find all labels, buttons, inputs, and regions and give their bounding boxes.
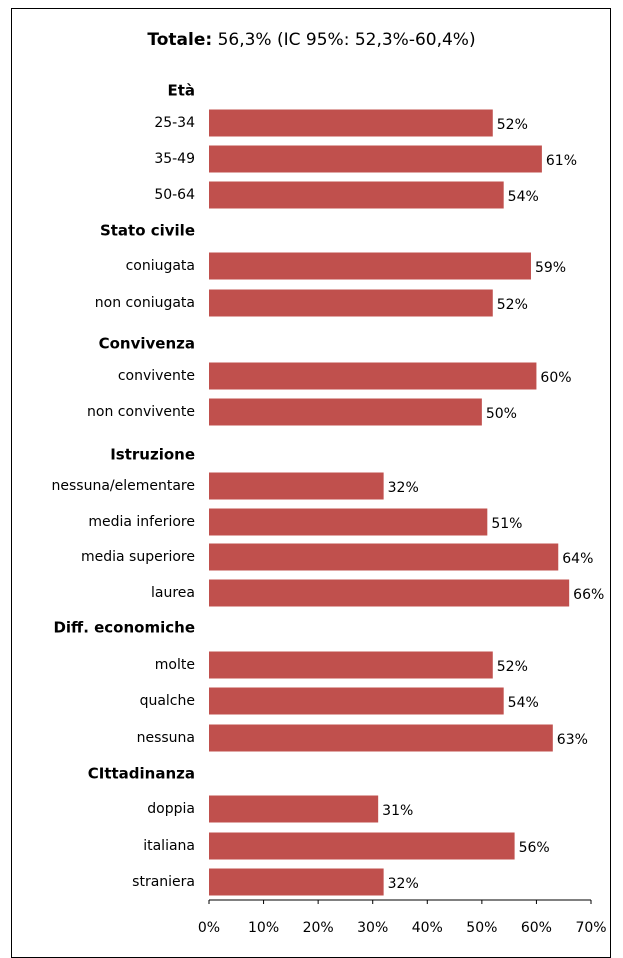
bar [209, 687, 504, 715]
category-label: non coniugata [95, 295, 195, 311]
data-label: 54% [508, 695, 539, 711]
data-label: 51% [491, 516, 522, 532]
data-label: 64% [562, 551, 593, 567]
data-label: 66% [573, 587, 604, 603]
category-label: nessuna [137, 730, 195, 746]
x-tick-label: 10% [248, 920, 279, 936]
data-label: 59% [535, 260, 566, 276]
x-tick-label: 20% [303, 920, 334, 936]
chart-title-rest: 56,3% (IC 95%: 52,3%-60,4%) [212, 30, 476, 50]
data-label: 54% [508, 189, 539, 205]
group-label: CIttadinanza [88, 765, 195, 783]
bar [209, 289, 493, 317]
category-label: convivente [118, 368, 195, 384]
bar [209, 472, 384, 500]
category-label: qualche [140, 693, 195, 709]
chart-title: Totale: 56,3% (IC 95%: 52,3%-60,4%) [0, 30, 623, 50]
group-label: Età [167, 82, 195, 100]
chart-title-bold: Totale: [147, 30, 213, 50]
bar [209, 398, 482, 426]
data-label: 50% [486, 406, 517, 422]
bar [209, 508, 488, 536]
category-label: italiana [143, 838, 195, 854]
category-label: nessuna/elementare [52, 478, 196, 494]
bar [209, 252, 531, 280]
x-tick-label: 30% [357, 920, 388, 936]
data-label: 52% [497, 659, 528, 675]
category-label: media inferiore [88, 514, 195, 530]
data-label: 52% [497, 297, 528, 313]
bar [209, 543, 559, 571]
data-label: 32% [388, 876, 419, 892]
group-label: Diff. economiche [53, 619, 195, 637]
category-label: 35-49 [154, 151, 195, 167]
category-label: straniera [132, 874, 195, 890]
data-label: 56% [519, 840, 550, 856]
x-tick-label: 50% [466, 920, 497, 936]
data-label: 60% [540, 370, 571, 386]
category-label: doppia [147, 801, 195, 817]
x-tick-label: 40% [412, 920, 443, 936]
data-label: 52% [497, 117, 528, 133]
bar [209, 109, 493, 137]
bar [209, 868, 384, 896]
group-label: Istruzione [110, 446, 195, 464]
bar [209, 145, 542, 173]
category-label: 25-34 [154, 115, 195, 131]
bar [209, 651, 493, 679]
category-label: 50-64 [154, 187, 195, 203]
category-label: media superiore [81, 549, 195, 565]
category-label: coniugata [126, 258, 195, 274]
x-tick-label: 0% [198, 920, 220, 936]
data-label: 63% [557, 732, 588, 748]
bar [209, 832, 515, 860]
bar [209, 795, 379, 823]
category-label: laurea [151, 585, 195, 601]
category-label: non convivente [87, 404, 195, 420]
group-label: Convivenza [99, 335, 195, 353]
data-label: 31% [382, 803, 413, 819]
data-label: 61% [546, 153, 577, 169]
bar [209, 579, 570, 607]
category-label: molte [155, 657, 195, 673]
data-label: 32% [388, 480, 419, 496]
bar [209, 724, 553, 752]
x-tick-label: 60% [521, 920, 552, 936]
bar [209, 181, 504, 209]
bar [209, 362, 537, 390]
group-label: Stato civile [100, 222, 195, 240]
x-tick-label: 70% [575, 920, 606, 936]
